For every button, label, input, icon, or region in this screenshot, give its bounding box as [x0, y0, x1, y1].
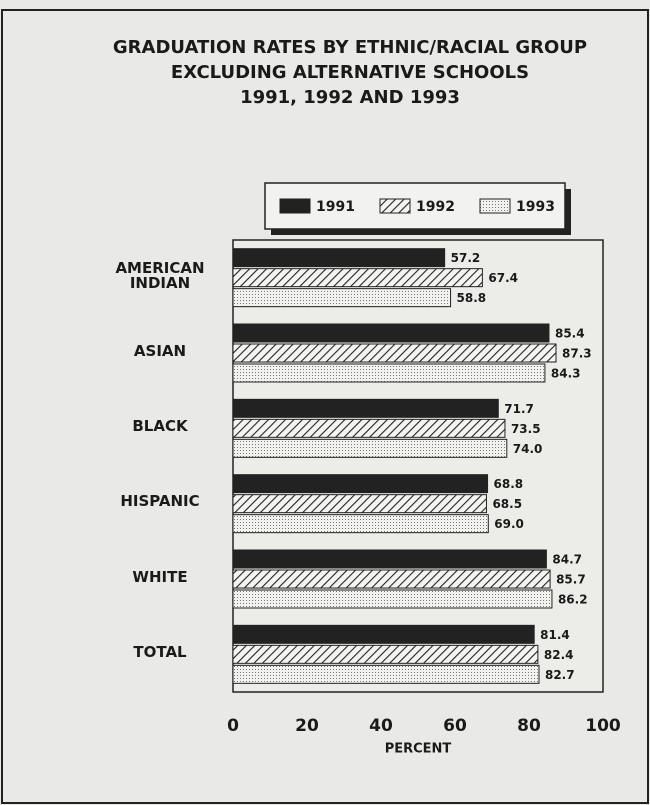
bar [232, 268, 483, 288]
bar [232, 569, 551, 589]
chart-title: EXCLUDING ALTERNATIVE SCHOOLS [171, 62, 529, 83]
value-label: 84.3 [551, 367, 581, 381]
bar [232, 398, 499, 418]
y-tick-label: TOTAL [133, 642, 187, 661]
y-tick-label: ASIAN [133, 341, 187, 360]
bar [232, 624, 535, 644]
bar [232, 664, 540, 684]
bar [232, 363, 546, 383]
chart-title: GRADUATION RATES BY ETHNIC/RACIAL GROUP [113, 37, 587, 58]
value-label: 57.2 [451, 251, 481, 265]
x-tick-label: 60 [443, 716, 467, 736]
bar [232, 323, 550, 343]
value-label: 84.7 [552, 553, 582, 567]
y-tick-label: HISPANIC [120, 492, 200, 511]
legend-swatch [379, 198, 411, 214]
bar [232, 549, 547, 569]
legend-box [264, 182, 566, 230]
value-label: 82.4 [544, 648, 574, 662]
y-tick-label: BLACK [132, 416, 188, 435]
legend-swatch [479, 198, 511, 214]
bar [232, 288, 452, 308]
value-label: 82.7 [545, 668, 575, 682]
value-label: 87.3 [562, 347, 592, 361]
x-tick-label: 80 [517, 716, 541, 736]
chart-title: 1991, 1992 AND 1993 [240, 87, 460, 108]
value-label: 58.8 [457, 291, 487, 305]
frame [1, 9, 649, 804]
bar [232, 248, 446, 268]
bar [232, 438, 508, 458]
x-tick-label: 0 [227, 716, 239, 736]
plot-area [232, 239, 604, 693]
value-label: 69.0 [494, 517, 524, 531]
x-tick-label: 20 [295, 716, 319, 736]
bar [232, 644, 539, 664]
value-label: 81.4 [540, 628, 570, 642]
x-tick-label: 40 [369, 716, 393, 736]
legend-label: 1992 [416, 199, 455, 215]
x-tick-label: 100 [585, 716, 621, 736]
value-label: 86.2 [558, 593, 588, 607]
legend-label: 1991 [316, 199, 355, 215]
value-label: 67.4 [488, 271, 518, 285]
bar [232, 589, 553, 609]
value-label: 68.5 [492, 497, 522, 511]
legend-label: 1993 [516, 199, 555, 215]
y-tick-label: WHITE [132, 567, 188, 586]
value-label: 74.0 [513, 442, 543, 456]
value-label: 73.5 [511, 422, 541, 436]
bar [232, 494, 487, 514]
bar [232, 418, 506, 438]
value-label: 68.8 [494, 477, 524, 491]
legend-swatch [279, 198, 311, 214]
bar [232, 474, 489, 494]
y-tick-label: AMERICAN INDIAN [115, 258, 205, 292]
value-label: 85.4 [555, 327, 585, 341]
value-label: 85.7 [556, 573, 586, 587]
value-label: 71.7 [504, 402, 534, 416]
bar [232, 514, 489, 534]
bar [232, 343, 557, 363]
x-axis-label: PERCENT [385, 742, 452, 757]
